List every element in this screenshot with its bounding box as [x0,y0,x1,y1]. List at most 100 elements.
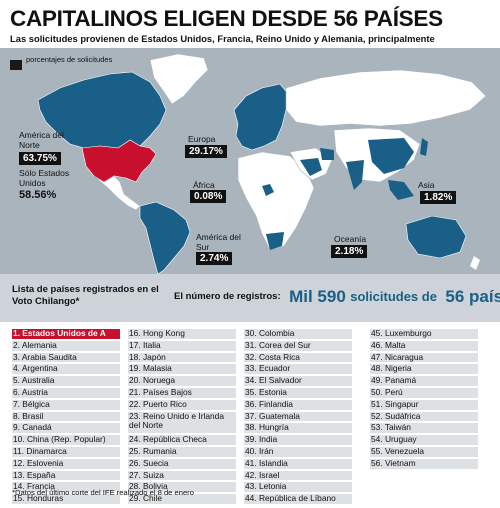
country-list-column-2: 16. Hong Kong 17. Italia 18. Japón 19. M… [128,329,236,506]
list-item: 21. Países Bajos [128,387,236,398]
south-africa-shape [266,232,284,250]
list-item: 51. Singapur [370,399,478,410]
footnote: *Datos del último corte del IFE realizad… [12,488,194,497]
list-item: 22. Puerto Rico [128,399,236,410]
list-item: 1. Estados Unidos de A [12,329,120,339]
list-item: 50. Perú [370,387,478,398]
nigeria-shape [262,184,274,196]
list-item: 10. China (Rep. Popular) [12,435,120,445]
list-item: 37. Guatemala [244,411,352,422]
list-item: 48. Nigeria [370,364,478,375]
list-item: 3. Arabia Saudita [12,352,120,363]
list-item: 7. Bélgica [12,399,120,410]
russia-shape [285,69,487,127]
region-label-africa: África [193,180,215,190]
africa-shape [237,151,315,251]
list-item: 18. Japón [128,352,236,363]
list-item: 36. Finlandia [244,399,352,410]
list-item: 56. Vietnam [370,458,478,469]
list-item: 2. Alemania [12,340,120,351]
iran-shape [320,148,334,160]
list-item: 39. India [244,435,352,445]
country-list-column-4: 45. Luxemburgo 46. Malta 47. Nicaragua 4… [370,329,478,471]
list-item: 4. Argentina [12,364,120,375]
list-item: 43. Letonia [244,482,352,493]
country-list-column-1: 1. Estados Unidos de A 2. Alemania 3. Ar… [12,329,120,506]
list-item: 19. Malasia [128,364,236,375]
list-item: 26. Suecia [128,458,236,469]
region-label-europe: Europa [188,134,216,144]
country-list-title: Lista de países registrados en el Voto C… [12,284,159,307]
list-item: 30. Colombia [244,329,352,339]
south-america-shape [139,201,191,274]
list-item: 15. Honduras [12,494,120,504]
region-pct-usa: 58.56% [19,189,57,201]
page-subtitle: Las solicitudes provienen de Estados Uni… [10,33,435,44]
list-item: 44. República de Líbano [244,494,352,504]
list-item: 53. Taiwán [370,423,478,434]
list-item: 28. Bolivia [128,482,236,493]
region-pct-europe: 29.17% [185,145,227,158]
registrations-number: Mil 590 [289,287,346,306]
region-label-north-america: América del Norte [19,130,64,150]
japan-shape [420,138,428,156]
list-item: 54. Uruguay [370,435,478,445]
list-item: 25. Rumania [128,446,236,457]
europe-shape [233,83,291,151]
region-label-oceania: Oceanía [334,234,367,244]
legend-swatch [10,60,22,70]
list-item: 41. Islandia [244,458,352,469]
australia-shape [405,215,467,259]
registrations-summary: El número de registros: Mil 590 solicitu… [174,287,500,307]
list-item: 5. Australia [12,376,120,386]
region-label-south-america: América del Sur [196,232,241,252]
list-item: 6. Austria [12,387,120,398]
list-item: 13. España [12,470,120,481]
new-zealand-shape [470,256,480,270]
list-item: 29. Chile [128,494,236,504]
saudi-arabia-shape [300,158,322,176]
list-item: 34. El Salvador [244,376,352,386]
region-pct-africa: 0.08% [190,190,227,203]
legend-label: porcentajes de solicitudes [26,55,113,64]
region-pct-oceania: 2.18% [331,245,368,258]
list-item: 47. Nicaragua [370,352,478,363]
country-list-column-3: 30. Colombia 31. Corea del Sur 32. Costa… [244,329,352,506]
list-item: 12. Eslovenia [12,458,120,469]
list-item: 35. Estonia [244,387,352,398]
list-item: 8. Brasil [12,411,120,422]
page-title: CAPITALINOS ELIGEN DESDE 56 PAÍSES [10,6,443,31]
registrations-lead: El número de registros: [174,291,281,302]
list-item: 11. Dinamarca [12,446,120,457]
india-shape [346,160,364,190]
region-pct-south-america: 2.74% [196,252,233,265]
region-pct-north-america: 63.75% [19,152,61,165]
list-item: 16. Hong Kong [128,329,236,339]
region-pct-asia: 1.82% [420,191,457,204]
list-item: 32. Costa Rica [244,352,352,363]
list-item: 52. Sudáfrica [370,411,478,422]
list-item: 17. Italia [128,340,236,351]
list-item: 38. Hungría [244,423,352,434]
greenland-shape [149,53,209,105]
registrations-mid: solicitudes de [350,289,437,304]
list-item: 31. Corea del Sur [244,340,352,351]
list-item: 49. Panamá [370,376,478,386]
list-item: 46. Malta [370,340,478,351]
registrations-countries: 56 países [445,287,500,306]
southeast-asia-shape [388,180,414,200]
list-item: 42. Israel [244,470,352,481]
canada-shape [37,71,167,149]
list-item: 33. Ecuador [244,364,352,375]
list-item: 27. Suiza [128,470,236,481]
region-label-usa: Sólo Estados Unidos [19,168,70,188]
list-item: 20. Noruega [128,376,236,386]
list-item: 23. Reino Unido e Irlanda del Norte [128,411,236,434]
world-map-graphic [37,53,487,274]
list-item: 24. República Checa [128,435,236,445]
summary-band: Lista de países registrados en el Voto C… [0,274,500,322]
mexico-shape [93,175,141,211]
list-item: 40. Irán [244,446,352,457]
region-label-asia: Asia [418,180,435,190]
list-item: 14. Francia [12,482,120,493]
